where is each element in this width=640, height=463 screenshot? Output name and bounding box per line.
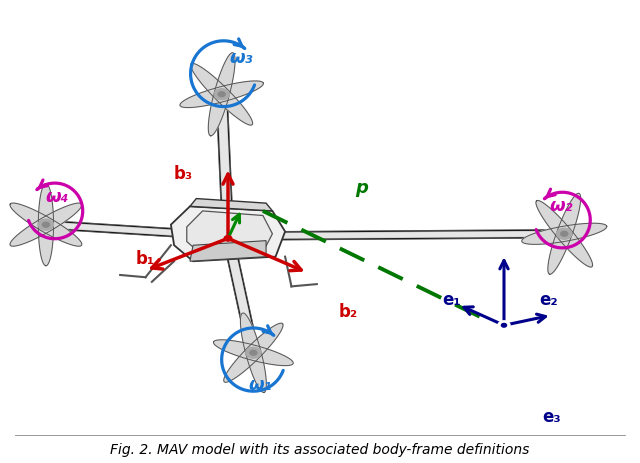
- Polygon shape: [190, 199, 273, 211]
- Text: p: p: [355, 179, 367, 197]
- Polygon shape: [171, 206, 285, 261]
- Text: e₁: e₁: [443, 291, 461, 309]
- Polygon shape: [45, 221, 228, 240]
- Circle shape: [499, 321, 509, 329]
- Text: e₂: e₂: [539, 291, 557, 309]
- Polygon shape: [536, 200, 593, 267]
- Text: b₂: b₂: [339, 302, 358, 320]
- Circle shape: [561, 231, 568, 237]
- Polygon shape: [208, 53, 235, 136]
- Text: ω₂: ω₂: [549, 197, 573, 215]
- Polygon shape: [10, 203, 82, 246]
- Text: ω₁: ω₁: [248, 376, 271, 394]
- Circle shape: [502, 324, 506, 327]
- Circle shape: [42, 222, 50, 227]
- Polygon shape: [10, 203, 82, 246]
- Polygon shape: [228, 230, 564, 240]
- Polygon shape: [191, 63, 253, 125]
- Circle shape: [38, 219, 54, 230]
- Text: b₃: b₃: [174, 165, 193, 183]
- Polygon shape: [38, 184, 54, 266]
- Polygon shape: [224, 323, 283, 382]
- Polygon shape: [214, 340, 293, 366]
- Polygon shape: [190, 241, 266, 261]
- Polygon shape: [548, 193, 580, 274]
- Polygon shape: [522, 223, 607, 244]
- Circle shape: [250, 350, 257, 356]
- Polygon shape: [223, 236, 259, 353]
- Text: e₃: e₃: [542, 408, 561, 426]
- Text: ω₄: ω₄: [45, 188, 68, 206]
- Polygon shape: [180, 81, 263, 107]
- Circle shape: [557, 228, 572, 239]
- Circle shape: [246, 347, 261, 358]
- Circle shape: [224, 236, 232, 241]
- Polygon shape: [216, 94, 233, 236]
- Polygon shape: [187, 211, 273, 255]
- Text: ω₃: ω₃: [229, 49, 252, 67]
- Text: b₁: b₁: [136, 250, 155, 268]
- Circle shape: [218, 92, 225, 97]
- Circle shape: [214, 89, 229, 100]
- Polygon shape: [241, 313, 266, 393]
- Text: Fig. 2. MAV model with its associated body-frame definitions: Fig. 2. MAV model with its associated bo…: [110, 443, 530, 457]
